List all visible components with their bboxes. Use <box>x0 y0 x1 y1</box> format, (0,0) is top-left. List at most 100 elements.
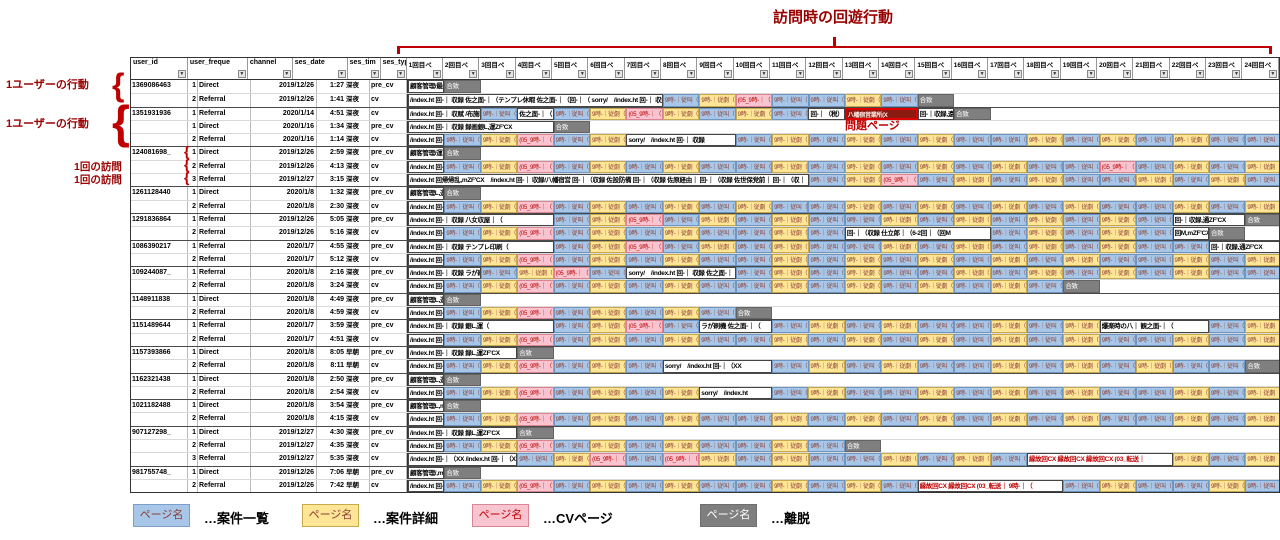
page-cell-case-detail[interactable]: 9時-｜従劇（ <box>590 160 627 174</box>
page-cell-cv[interactable]: (05_9時-｜（ <box>517 307 554 320</box>
page-cell-text[interactable]: /index.ht 回-｜収（ <box>408 160 445 174</box>
page-cell-case-detail[interactable]: 9時-｜従劇（ <box>1099 134 1137 147</box>
page-cell-case-detail[interactable]: 9時-｜従劇（ <box>1172 160 1209 174</box>
channel-cell[interactable]: Referral <box>198 333 251 346</box>
page-cell-case-detail[interactable]: 9時-｜従劇（ <box>735 200 773 213</box>
page-cell-case-list[interactable]: 9時-｜従叫（ <box>1208 134 1246 147</box>
page-cell-case-list[interactable]: 9時-｜従叫（ <box>735 227 773 240</box>
frequency-cell[interactable]: 2 <box>188 479 198 493</box>
channel-cell[interactable]: Referral <box>198 160 251 174</box>
frequency-cell[interactable]: 3 <box>188 174 198 187</box>
page-cell-text[interactable]: /index.ht 回-｜収（ <box>408 200 445 213</box>
channel-cell[interactable]: Direct <box>198 466 251 479</box>
page-cell-cv[interactable]: (05_9時-｜（ <box>626 320 663 333</box>
page-cell-cv[interactable]: (05_9時-｜（ <box>517 160 554 174</box>
page-cell-case-list[interactable]: 9時-｜従叫（ <box>1136 413 1173 426</box>
filter-dropdown-button[interactable]: ▼ <box>541 70 550 78</box>
page-cell-case-list[interactable]: 9時-｜従叫（ <box>1026 413 1064 426</box>
page-cell-case-list[interactable]: 9時-｜従叫（ <box>881 386 918 400</box>
frequency-cell[interactable]: 1 <box>188 240 198 253</box>
page-cell-case-detail[interactable]: 9時-｜従劇（ <box>881 213 918 227</box>
session-date-cell[interactable]: 2020/1/16 <box>251 134 317 147</box>
page-cell-case-detail[interactable]: 9時-｜従劇（ <box>772 267 809 280</box>
session-time-cell[interactable]: 2:59 深夜 <box>317 147 370 160</box>
page-cell-case-list[interactable]: 9時-｜従叫（ <box>1063 213 1100 227</box>
page-cell-case-list[interactable]: 9時-｜従叫（ <box>772 386 809 400</box>
user-id-cell[interactable] <box>131 453 188 466</box>
page-cell-case-list[interactable]: 9時-｜従叫（ <box>699 107 736 120</box>
page-cell-text[interactable]: 回-｜収録,通ZF'CX <box>1172 213 1246 227</box>
page-cell-case-detail[interactable]: 9時-｜従劇（ <box>480 200 518 213</box>
page-cell-cv[interactable]: (05_9時-｜（ <box>517 360 554 373</box>
page-cell-case-list[interactable]: 9時-｜従叫（ <box>808 479 845 493</box>
page-cell-case-detail[interactable]: 9時-｜従劇（ <box>881 453 918 466</box>
session-type-cell[interactable]: pre_cv <box>370 147 407 160</box>
page-cell-case-list[interactable]: 9時-｜従叫（ <box>1136 267 1173 280</box>
page-cell-case-list[interactable]: 9時-｜従叫（ <box>444 307 481 320</box>
page-cell-case-list[interactable]: 9時-｜従叫（ <box>553 160 591 174</box>
channel-cell[interactable]: Direct <box>198 346 251 360</box>
page-cell-cv[interactable]: (05_9時-｜（ <box>626 107 663 120</box>
page-cell-case-list[interactable]: 9時-｜従叫（ <box>954 320 991 333</box>
user-id-cell[interactable]: 1157393866 <box>131 346 188 360</box>
page-cell-case-detail[interactable]: 9時-｜従劇（ <box>590 307 627 320</box>
filter-dropdown-button[interactable]: ▼ <box>978 70 987 78</box>
page-cell-case-list[interactable]: 9時-｜従叫（ <box>881 94 918 107</box>
page-cell-case-detail[interactable]: 9時-｜従劇（ <box>480 307 518 320</box>
channel-cell[interactable]: Direct <box>198 293 251 307</box>
session-time-cell[interactable]: 4:15 深夜 <box>317 413 370 426</box>
session-date-cell[interactable]: 2019/12/27 <box>251 174 317 187</box>
page-cell-case-detail[interactable]: 9時-｜従劇（ <box>590 360 627 373</box>
page-cell-case-list[interactable]: 9時-｜従叫（ <box>1063 160 1100 174</box>
page-cell-case-list[interactable]: 9時-｜従叫（ <box>990 134 1027 147</box>
page-cell-case-detail[interactable]: 9時-｜従劇（ <box>1026 227 1064 240</box>
page-cell-case-detail[interactable]: 9時-｜従劇（ <box>844 253 882 267</box>
page-cell-case-list[interactable]: 9時-｜従叫（ <box>1136 200 1173 213</box>
page-cell-case-detail[interactable]: 9時-｜従劇（ <box>1099 267 1137 280</box>
page-cell-case-list[interactable]: 9時-｜従叫（ <box>553 280 591 293</box>
page-cell-case-detail[interactable]: 9時-｜従劇（ <box>917 134 955 147</box>
page-cell-case-list[interactable]: 9時-｜従叫（ <box>1245 267 1279 280</box>
page-cell-case-list[interactable]: 9時-｜従叫（ <box>844 240 882 253</box>
page-cell-text[interactable]: /index.ht 回-｜ 収録 八女収屋｜（ <box>408 213 554 227</box>
page-cell-case-list[interactable]: 9時-｜従叫（ <box>553 307 591 320</box>
page-cell-case-list[interactable]: 9時-｜従叫（ <box>735 453 773 466</box>
page-cell-exit[interactable]: 合致 <box>444 147 481 160</box>
page-cell-case-list[interactable]: 9時-｜従叫（ <box>954 413 991 426</box>
session-date-cell[interactable]: 2019/12/26 <box>251 80 317 94</box>
page-cell-case-list[interactable]: 9時-｜従叫（ <box>1136 213 1173 227</box>
page-cell-text[interactable]: /index.ht 回-｜ 収録 録L,運ZF'CX <box>408 426 518 440</box>
page-cell-case-list[interactable]: 9時-｜従叫（ <box>699 333 736 346</box>
frequency-cell[interactable]: 1 <box>188 187 198 200</box>
page-cell-text[interactable]: /index.ht 回-｜ 収録 録画銀L,運ZF'CX <box>408 120 554 134</box>
session-time-cell[interactable]: 1:34 深夜 <box>317 120 370 134</box>
page-cell-case-detail[interactable]: 9時-｜従劇（ <box>699 240 736 253</box>
page-cell-case-detail[interactable]: 9時-｜従劇（ <box>1245 386 1279 400</box>
page-cell-case-detail[interactable]: 9時-｜従劇（ <box>590 413 627 426</box>
frequency-cell[interactable]: 3 <box>188 453 198 466</box>
page-cell-case-detail[interactable]: 9時-｜従劇（ <box>1026 267 1064 280</box>
page-cell-cv[interactable]: (05_9時-｜（ <box>626 240 663 253</box>
page-cell-case-list[interactable]: 9時-｜従叫（ <box>990 227 1027 240</box>
page-cell-case-list[interactable]: 9時-｜従叫（ <box>1208 360 1246 373</box>
page-cell-case-list[interactable]: 9時-｜従叫（ <box>662 94 700 107</box>
page-cell-case-list[interactable]: 9時-｜従叫（ <box>444 200 481 213</box>
page-cell-case-list[interactable]: 9時-｜従叫（ <box>699 200 736 213</box>
filter-dropdown-button[interactable]: ▼ <box>1268 70 1277 78</box>
page-cell-text[interactable]: 顧客管理L,mZF'CX <box>408 400 445 413</box>
page-cell-exit[interactable]: 合致 <box>444 400 481 413</box>
user-id-cell[interactable] <box>131 160 188 174</box>
session-date-cell[interactable]: 2020/1/8 <box>251 360 317 373</box>
session-type-cell[interactable]: pre_cv <box>370 240 407 253</box>
frequency-cell[interactable]: 2 <box>188 440 198 453</box>
session-date-cell[interactable]: 2020/1/8 <box>251 187 317 200</box>
channel-cell[interactable]: Referral <box>198 360 251 373</box>
page-cell-text[interactable]: 顧客管理L,運ZF'CX <box>408 373 445 386</box>
frequency-cell[interactable]: 1 <box>188 346 198 360</box>
page-cell-case-list[interactable]: 9時-｜従叫（ <box>1099 413 1137 426</box>
user-id-cell[interactable] <box>131 307 188 320</box>
page-cell-case-detail[interactable]: 9時-｜従劇（ <box>808 386 845 400</box>
page-cell-case-detail[interactable]: 9時-｜従劇（ <box>1245 453 1279 466</box>
session-time-cell[interactable]: 2:54 深夜 <box>317 386 370 400</box>
page-cell-case-list[interactable]: 9時-｜従叫（ <box>954 160 991 174</box>
